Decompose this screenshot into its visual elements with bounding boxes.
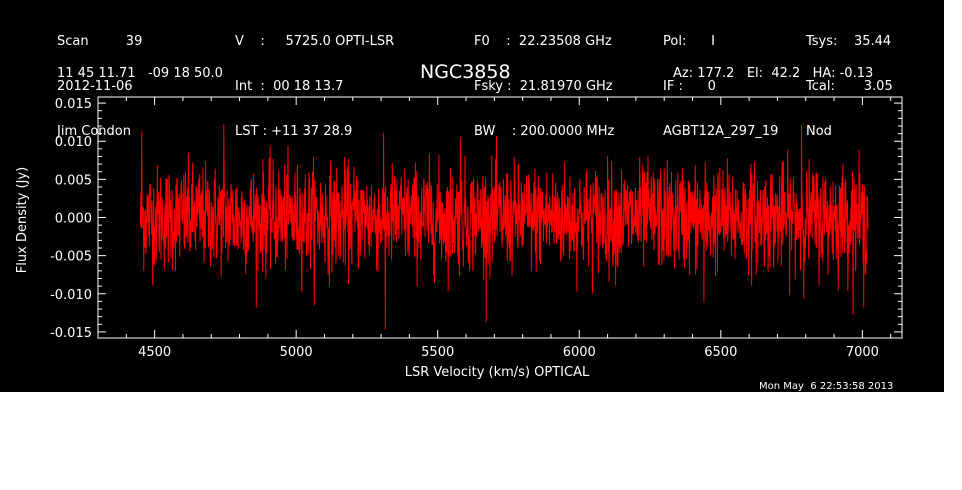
header-pol: Pol: I — [663, 34, 715, 49]
x-tick-label: 5000 — [280, 345, 313, 360]
header-project: AGBT12A_297_19 — [663, 124, 779, 139]
header-col5: Tsys: 35.44 Tcal: 3.05 Nod — [806, 4, 893, 169]
x-tick-label: 4500 — [138, 345, 171, 360]
header-mode: Nod — [806, 124, 832, 139]
series-line — [140, 123, 869, 330]
header-date: 2012-11-06 — [57, 79, 133, 94]
header-velocity: V : 5725.0 OPTI-LSR — [235, 34, 395, 49]
header-observer: Jim Condon — [57, 124, 131, 139]
x-tick-label: 6500 — [704, 345, 737, 360]
header-bw: BW : 200.0000 MHz — [474, 124, 615, 139]
header-coords: 11 45 11.71 -09 18 50.0 — [57, 66, 223, 81]
y-tick-label: 0.010 — [55, 135, 92, 150]
plot-panel: Scan 39 2012-11-06 Jim Condon V : 5725.0… — [0, 0, 944, 392]
header-tcal: Tcal: 3.05 — [806, 79, 893, 94]
header-integration: Int : 00 18 13.7 — [235, 79, 344, 94]
spectrum-chart: 4500 5000 5500 6000 6500 7000 -0.015 -0.010 -0.0… — [15, 96, 903, 380]
x-tick-label: 6000 — [563, 345, 596, 360]
y-tick-label: -0.010 — [50, 288, 92, 303]
header-azelha: Az: 177.2 El: 42.2 HA: -0.13 — [673, 66, 874, 81]
header-tsys: Tsys: 35.44 — [806, 34, 892, 49]
y-tick-label: -0.005 — [50, 250, 92, 265]
y-axis-label: Flux Density (Jy) — [15, 167, 30, 273]
x-tick-label: 7000 — [846, 345, 879, 360]
header-f0: F0 : 22.23508 GHz — [474, 34, 612, 49]
header-col1: Scan 39 2012-11-06 Jim Condon — [57, 4, 142, 169]
y-tick-label: 0.015 — [55, 97, 92, 112]
y-tick-label: 0.005 — [55, 173, 92, 188]
series-layer — [140, 123, 869, 330]
timestamp: Mon May 6 22:53:58 2013 — [759, 381, 894, 392]
x-axis-label: LSR Velocity (km/s) OPTICAL — [405, 365, 590, 380]
y-tick-label: -0.015 — [50, 326, 92, 341]
header-col3: F0 : 22.23508 GHz Fsky : 21.81970 GHz BW… — [474, 4, 614, 169]
ticks-layer: 4500 5000 5500 6000 6500 7000 -0.015 -0.010 -0.0… — [50, 97, 902, 360]
y-tick-label: 0.000 — [55, 212, 92, 227]
x-tick-label: 5500 — [421, 345, 454, 360]
header-scan: Scan 39 — [57, 34, 143, 49]
header-lst: LST : +11 37 28.9 — [235, 124, 353, 139]
header-fsky: Fsky : 21.81970 GHz — [474, 79, 613, 94]
chart-title: NGC3858 — [420, 61, 511, 83]
header-if: IF : 0 — [663, 79, 716, 94]
header-col4: Pol: I IF : 0 AGBT12A_297_19 — [663, 4, 778, 169]
header-col2: V : 5725.0 OPTI-LSR Int : 00 18 13.7 LST… — [235, 4, 394, 169]
